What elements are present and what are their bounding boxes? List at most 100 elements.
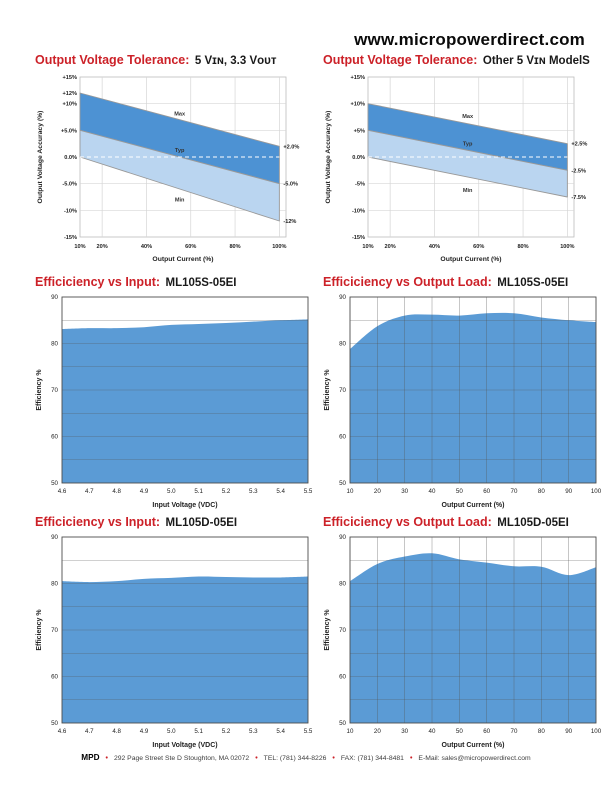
svg-text:+5.0%: +5.0% — [61, 128, 77, 134]
chart-eff-load-s: Efficiciency vs Output Load: ML105S-05EI… — [318, 275, 602, 516]
svg-text:5.4: 5.4 — [276, 728, 285, 735]
svg-text:5.2: 5.2 — [222, 488, 231, 495]
svg-text:70: 70 — [339, 627, 346, 634]
svg-text:+10%: +10% — [63, 102, 77, 108]
svg-text:100: 100 — [591, 728, 602, 735]
chart-title: Output Voltage Tolerance: Other 5 Vɪɴ Mo… — [318, 53, 606, 67]
svg-text:Typ: Typ — [175, 148, 185, 154]
eff-load-s-plot: 50 60 70 80 90 10 20 30 40 50 60 70 80 90 100 Output Cu… — [318, 291, 602, 516]
svg-text:Efficiency %: Efficiency % — [36, 369, 43, 411]
svg-text:60%: 60% — [185, 244, 196, 250]
efficiency-vs-output-load-ml105d-05ei-svg: 50 60 70 80 90 10 20 30 40 50 60 70 80 90 100 Output Cu… — [324, 534, 602, 749]
svg-text:Efficiency %: Efficiency % — [36, 609, 43, 651]
svg-text:+15%: +15% — [63, 75, 77, 81]
svg-text:50: 50 — [51, 480, 58, 487]
svg-text:60: 60 — [339, 434, 346, 441]
chart-title-accent: Efficiciency vs Input: — [35, 275, 161, 289]
svg-text:+5%: +5% — [354, 128, 365, 134]
svg-text:30: 30 — [401, 728, 408, 735]
svg-text:-15%: -15% — [352, 235, 365, 241]
svg-text:+12%: +12% — [63, 91, 77, 97]
bullet-separator: • — [255, 755, 258, 762]
svg-text:5.1: 5.1 — [194, 728, 203, 735]
svg-text:50: 50 — [51, 720, 58, 727]
svg-text:Max: Max — [462, 114, 474, 120]
svg-text:-2.5%: -2.5% — [571, 168, 586, 174]
svg-text:4.8: 4.8 — [112, 728, 121, 735]
chart-title-rest: 5 Vɪɴ, 3.3 Vᴏᴜᴛ — [194, 55, 277, 67]
chart-title-accent: Output Voltage Tolerance: — [35, 53, 190, 67]
chart-title-accent: Efficiciency vs Input: — [35, 515, 161, 529]
svg-text:5.4: 5.4 — [276, 488, 285, 495]
svg-text:40%: 40% — [141, 244, 152, 250]
svg-text:0.0%: 0.0% — [64, 155, 77, 161]
svg-text:Max: Max — [174, 111, 186, 117]
website-url: www.micropowerdirect.com — [354, 30, 585, 49]
svg-text:60: 60 — [483, 728, 490, 735]
svg-text:90: 90 — [339, 294, 346, 301]
bullet-separator: • — [409, 755, 413, 762]
svg-text:20: 20 — [374, 728, 381, 735]
svg-text:+2.0%: +2.0% — [283, 144, 299, 150]
svg-text:90: 90 — [339, 534, 346, 541]
svg-text:10%: 10% — [74, 244, 85, 250]
footer-tel: TEL: (781) 344-8226 — [263, 755, 327, 762]
tolerance-other-plot: Max +2.5% Typ -2.5% Min -7.5% +15% +10% +5% 0.0% -… — [318, 69, 606, 270]
chart-title: Efficiciency vs Output Load: ML105S-05EI — [318, 275, 602, 289]
chart-title-rest: ML105D-05EI — [165, 517, 238, 529]
svg-text:-12%: -12% — [283, 219, 296, 225]
svg-text:5.0: 5.0 — [167, 728, 176, 735]
eff-load-d-plot: 50 60 70 80 90 10 20 30 40 50 60 70 80 90 100 Output Cu… — [318, 531, 602, 756]
svg-text:Input Voltage (VDC): Input Voltage (VDC) — [152, 502, 217, 509]
svg-text:4.9: 4.9 — [140, 728, 149, 735]
svg-text:40: 40 — [429, 488, 436, 495]
tolerance-5vin-3v3out-svg: Max +2.0% Typ -5.0% Min -12% +15% +12% +10% +5.0%… — [37, 75, 299, 263]
svg-text:4.6: 4.6 — [58, 488, 67, 495]
svg-text:70: 70 — [511, 488, 518, 495]
chart-eff-input-s: Efficiciency vs Input: ML105S-05EI 50 60 7… — [30, 275, 314, 516]
svg-text:-5.0%: -5.0% — [62, 182, 77, 188]
svg-text:Input Voltage (VDC): Input Voltage (VDC) — [152, 742, 217, 749]
svg-text:+2.5%: +2.5% — [571, 142, 587, 148]
svg-text:80: 80 — [538, 488, 545, 495]
svg-text:90: 90 — [565, 488, 572, 495]
chart-eff-load-d: Efficiciency vs Output Load: ML105D-05EI… — [318, 515, 602, 756]
svg-text:50: 50 — [456, 728, 463, 735]
footer-email: E-Mail: sales@micropowerdirect.com — [418, 755, 531, 762]
svg-text:5.5: 5.5 — [304, 728, 313, 735]
svg-text:80: 80 — [339, 581, 346, 588]
svg-text:5.0: 5.0 — [167, 488, 176, 495]
chart-title-rest: ML105S-05EI — [165, 277, 237, 289]
svg-text:Output Current (%): Output Current (%) — [440, 256, 501, 263]
svg-text:80: 80 — [339, 341, 346, 348]
svg-text:-5.0%: -5.0% — [283, 182, 298, 188]
svg-text:70: 70 — [51, 387, 58, 394]
svg-text:20%: 20% — [97, 244, 108, 250]
svg-text:80: 80 — [51, 341, 58, 348]
svg-text:4.9: 4.9 — [140, 488, 149, 495]
svg-text:Output Current (%): Output Current (%) — [442, 502, 505, 509]
chart-title: Output Voltage Tolerance: 5 Vɪɴ, 3.3 Vᴏᴜ… — [30, 53, 318, 67]
svg-text:10: 10 — [347, 728, 354, 735]
bullet-separator: • — [332, 755, 335, 762]
svg-text:60: 60 — [339, 674, 346, 681]
chart-title-rest: ML105S-05EI — [497, 277, 569, 289]
chart-title: Efficiciency vs Input: ML105S-05EI — [30, 275, 314, 289]
svg-text:50: 50 — [339, 480, 346, 487]
svg-text:30: 30 — [401, 488, 408, 495]
chart-eff-input-d: Efficiciency vs Input: ML105D-05EI 50 60 7… — [30, 515, 314, 756]
efficiency-vs-input-ml105d-05ei-svg: 50 60 70 80 90 4.6 4.7 4.8 4.9 5.0 5.1 5.2 5.3 5.4 5.5… — [36, 534, 313, 749]
svg-text:20%: 20% — [385, 244, 396, 250]
svg-text:80%: 80% — [517, 244, 528, 250]
footer-brand: MPD — [81, 753, 100, 762]
svg-text:50: 50 — [456, 488, 463, 495]
svg-text:60: 60 — [483, 488, 490, 495]
svg-text:Min: Min — [463, 188, 473, 194]
tolerance-other-5vin-svg: Max +2.5% Typ -2.5% Min -7.5% +15% +10% +5% 0.0% -… — [325, 75, 587, 263]
svg-text:-5%: -5% — [355, 182, 365, 188]
footer-address: 292 Page Street Ste D Stoughton, MA 0207… — [113, 755, 250, 762]
svg-text:-7.5%: -7.5% — [571, 195, 586, 201]
chart-title-accent: Efficiciency vs Output Load: — [323, 275, 492, 289]
svg-text:Typ: Typ — [463, 141, 473, 147]
svg-text:-15%: -15% — [64, 235, 77, 241]
